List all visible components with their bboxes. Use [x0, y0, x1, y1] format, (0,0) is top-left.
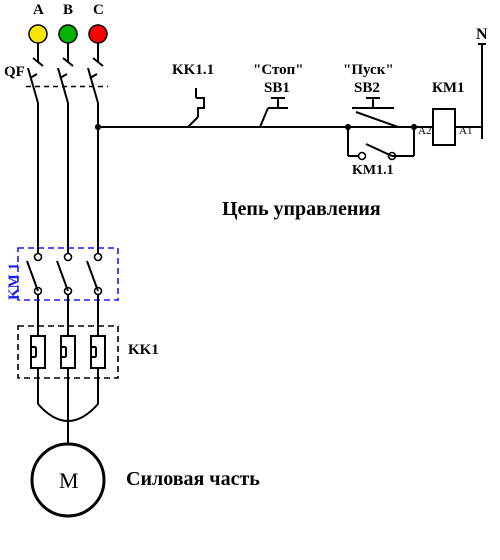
- label-km1-power: KM 1: [6, 263, 23, 300]
- label-kk11: KK1.1: [172, 62, 214, 79]
- label-phase-c: C: [93, 2, 104, 19]
- label-kk1: KK1: [128, 342, 159, 359]
- label-phase-b: B: [63, 2, 73, 19]
- label-neutral: N: [476, 26, 488, 44]
- label-stop-ref: SB1: [264, 80, 290, 97]
- label-km1-aux: KM1.1: [352, 163, 394, 179]
- label-power-section: Силовая часть: [126, 468, 260, 491]
- label-control-section: Цепь управления: [222, 198, 381, 221]
- label-start-title: "Пуск": [343, 62, 394, 79]
- label-coil-a1: A1: [459, 125, 472, 137]
- label-phase-a: A: [33, 2, 44, 19]
- label-km1-coil: КМ1: [432, 80, 465, 97]
- label-qf: QF: [4, 64, 25, 81]
- label-motor: M: [59, 468, 79, 494]
- label-coil-a2: A2: [418, 125, 431, 137]
- label-stop-title: "Стоп": [253, 62, 304, 79]
- label-start-ref: SB2: [354, 80, 380, 97]
